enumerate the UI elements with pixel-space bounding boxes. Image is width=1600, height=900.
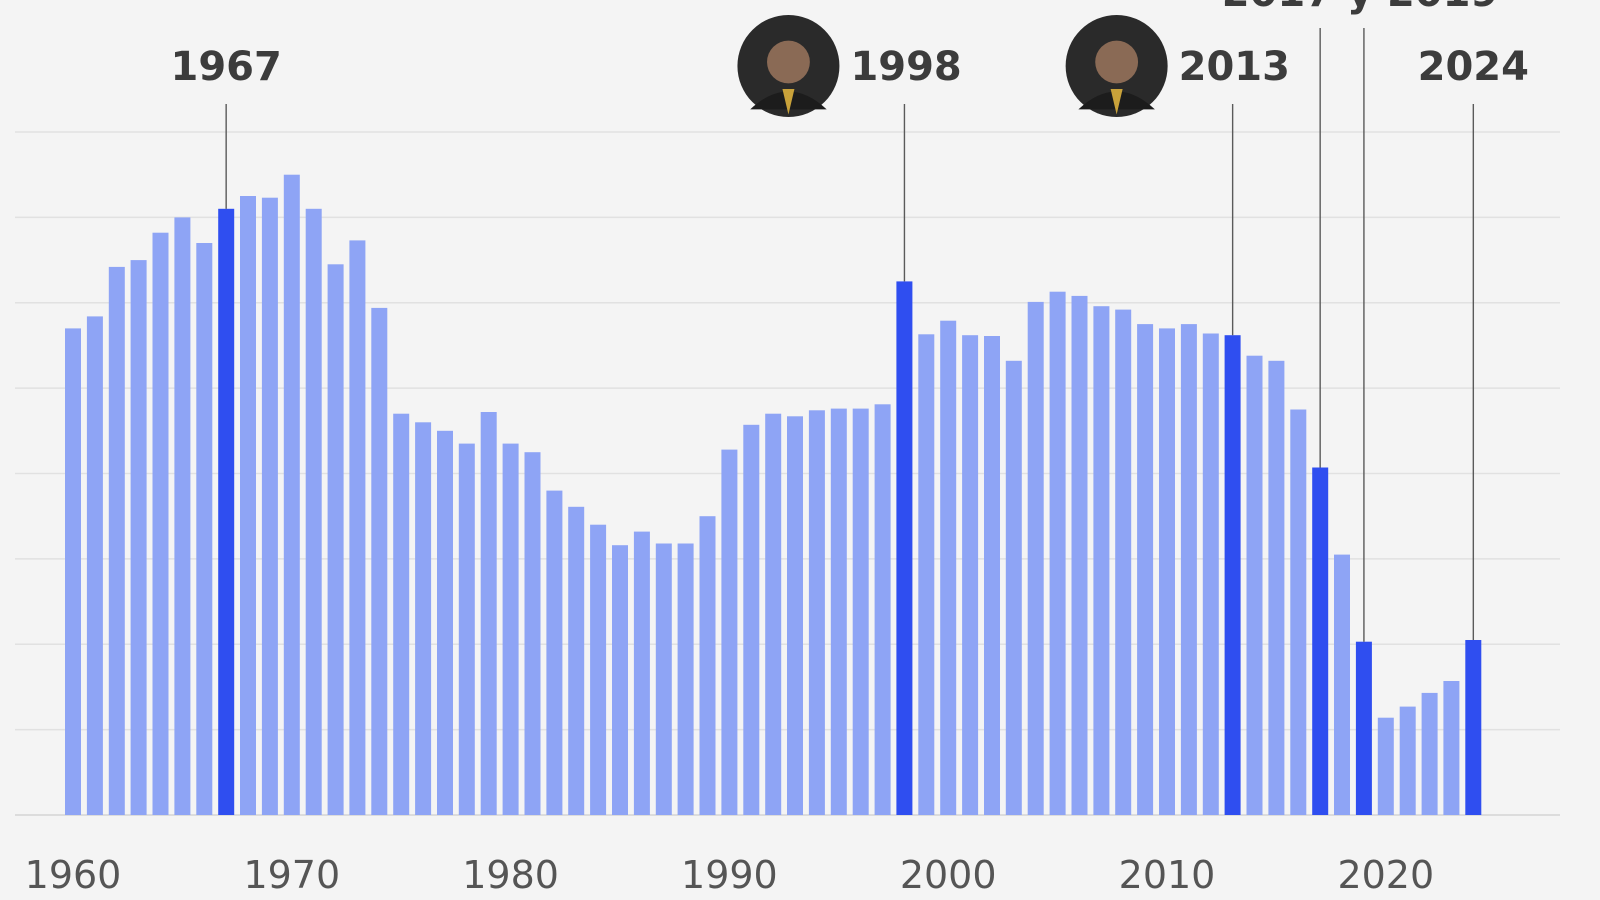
bar-1974 (371, 307, 388, 815)
annotation-label-2017: 2017 y 2019 (1222, 0, 1499, 16)
bar-1963 (130, 260, 147, 816)
bar-1970 (283, 174, 300, 815)
bar-1993 (787, 416, 803, 815)
bar-1978 (458, 443, 475, 815)
bar-2021 (1399, 706, 1416, 815)
annotation-label-1998: 1998 (850, 44, 961, 90)
annotation-label-1967: 1967 (170, 44, 281, 90)
bar-2013 (1224, 335, 1241, 815)
bar-2022 (1421, 692, 1438, 815)
bar-1995 (830, 408, 847, 815)
bar-2002 (984, 336, 1000, 815)
bar-1967 (218, 208, 235, 816)
bars (65, 174, 1482, 816)
bar-1961 (86, 316, 103, 815)
bar-1973 (349, 240, 366, 815)
bar-2023 (1443, 681, 1460, 815)
bar-1966 (196, 243, 213, 815)
bar-2019 (1355, 641, 1372, 815)
bar-1969 (261, 197, 278, 815)
bar-1983 (568, 506, 585, 815)
bar-1985 (612, 545, 628, 815)
annotation-label-2013: 2013 (1179, 44, 1290, 90)
portrait-1998 (737, 15, 840, 117)
x-tick-label-2010: 2010 (1119, 853, 1216, 897)
bar-1981 (524, 452, 541, 815)
bar-1990 (721, 449, 738, 815)
bar-1976 (415, 422, 432, 815)
bar-1988 (677, 543, 694, 815)
bar-1962 (108, 266, 125, 815)
bar-1979 (480, 412, 497, 815)
bar-1994 (808, 410, 825, 815)
bar-2020 (1377, 717, 1394, 815)
bar-1989 (699, 516, 716, 815)
bar-1980 (502, 443, 519, 815)
bar-1977 (437, 430, 453, 815)
bar-1986 (633, 531, 650, 815)
bar-1996 (852, 408, 869, 815)
bar-2008 (1115, 309, 1132, 815)
bar-1987 (655, 543, 672, 815)
bar-2004 (1027, 301, 1044, 815)
x-tick-label-1960: 1960 (25, 853, 122, 897)
bar-1965 (174, 217, 191, 815)
x-tick-label-2000: 2000 (900, 853, 997, 897)
bar-1991 (743, 424, 760, 815)
bar-1984 (590, 524, 607, 815)
x-tick-label-1970: 1970 (243, 853, 340, 897)
bar-1972 (327, 264, 344, 815)
x-tick-label-1980: 1980 (462, 853, 559, 897)
bar-2009 (1137, 324, 1154, 815)
bar-2015 (1268, 360, 1285, 815)
bar-2003 (1005, 360, 1022, 815)
x-axis: 1960 1970 1980 1990 2000 2010 2020 (25, 853, 1435, 897)
bar-1971 (305, 208, 322, 816)
bar-2007 (1093, 306, 1110, 815)
bar-1964 (152, 232, 169, 815)
annotation-label-2024: 2024 (1418, 44, 1529, 90)
portrait-2013 (1065, 15, 1168, 117)
bar-2006 (1071, 295, 1088, 815)
bar-1960 (65, 328, 81, 815)
x-tick-label-1990: 1990 (681, 853, 778, 897)
bar-1982 (546, 490, 563, 815)
x-tick-label-2020: 2020 (1337, 853, 1434, 897)
annotations: 1967 1998 2013 2017 y 2019 2024 (170, 0, 1529, 642)
bar-2016 (1290, 409, 1307, 815)
bar-1992 (765, 413, 782, 815)
bar-2014 (1246, 355, 1263, 815)
bar-2000 (940, 320, 957, 815)
bar-2011 (1180, 324, 1197, 815)
bar-2018 (1334, 554, 1350, 815)
bar-2017 (1312, 467, 1329, 815)
bar-1968 (240, 196, 256, 815)
bar-2001 (962, 335, 979, 815)
bar-2024 (1465, 640, 1482, 815)
bar-2010 (1159, 328, 1175, 815)
bar-1998 (896, 281, 913, 815)
bar-2012 (1202, 333, 1219, 815)
bar-1999 (918, 334, 935, 815)
bar-1997 (874, 404, 891, 815)
bar-2005 (1049, 291, 1066, 815)
bar-1975 (393, 413, 410, 815)
